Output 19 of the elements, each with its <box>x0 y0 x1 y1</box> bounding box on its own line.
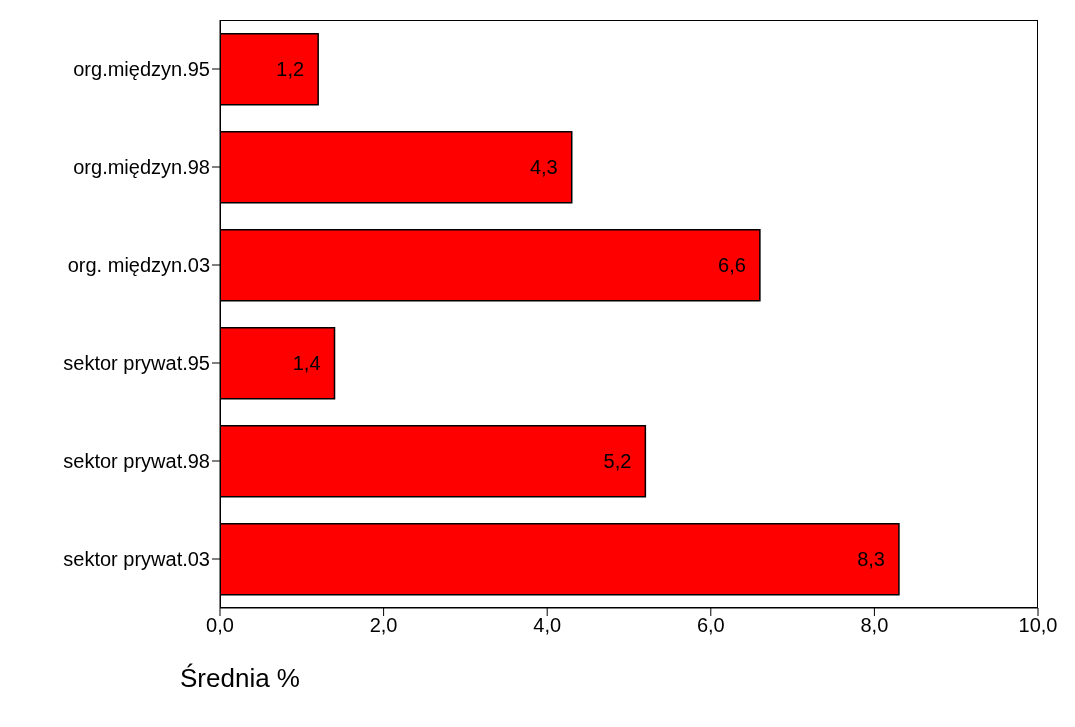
y-tick-label: org.międzyn.95 <box>73 58 210 81</box>
data-label: 5,2 <box>603 450 632 473</box>
y-tick-label: org. międzyn.03 <box>67 254 210 277</box>
y-tick-label: sektor prywat.98 <box>63 450 210 473</box>
data-label: 8,3 <box>857 548 885 571</box>
x-tick-label: 2,0 <box>369 614 398 637</box>
y-tick-label: org.międzyn.98 <box>73 156 210 179</box>
data-label: 1,4 <box>292 352 321 375</box>
x-tick-label: 8,0 <box>860 614 889 637</box>
y-tick-label: sektor prywat.03 <box>63 548 210 571</box>
x-tick-label: 0,0 <box>206 614 234 637</box>
data-label: 1,2 <box>276 58 305 81</box>
data-label: 6,6 <box>718 254 746 277</box>
x-axis-title: Średnia % <box>180 663 300 694</box>
data-label: 4,3 <box>529 156 558 179</box>
x-tick-label: 4,0 <box>533 614 562 637</box>
y-tick-label: sektor prywat.95 <box>63 352 210 375</box>
x-tick-label: 10,0 <box>1018 614 1058 637</box>
x-tick-label: 6,0 <box>696 614 725 637</box>
